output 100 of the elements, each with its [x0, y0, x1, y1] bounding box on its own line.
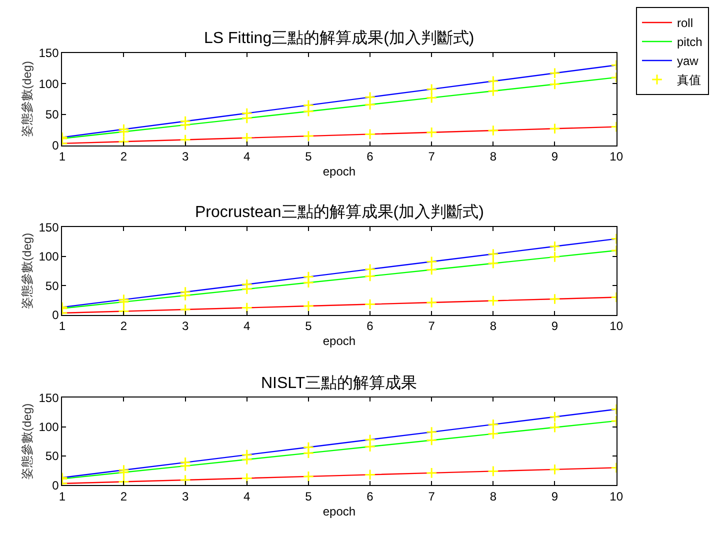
point	[364, 298, 376, 310]
chart-title: LS Fitting三點的解算成果(加入判斷式)	[204, 29, 474, 47]
x-tick-label: 4	[244, 319, 251, 334]
point	[364, 128, 376, 140]
x-tick-label: 6	[366, 150, 374, 164]
x-tick-label: 7	[428, 150, 436, 164]
point	[549, 78, 560, 90]
y-tick-label: 50	[45, 449, 60, 464]
y-axis-title: 姿態參數(deg)	[20, 403, 34, 480]
point	[118, 306, 130, 315]
point	[426, 264, 438, 276]
y-tick-label: 150	[38, 390, 60, 405]
point	[426, 296, 438, 308]
point	[426, 256, 438, 268]
x-tick-label: 6	[366, 490, 374, 504]
point	[118, 124, 130, 135]
y-axis-title: 姿態參數(deg)	[20, 61, 34, 138]
y-tick-label: 150	[38, 220, 60, 234]
x-tick-label: 2	[120, 150, 128, 164]
point	[549, 464, 560, 476]
x-tick-label: 2	[120, 490, 128, 504]
point	[426, 126, 438, 138]
point	[302, 100, 314, 111]
point	[241, 449, 253, 460]
point	[488, 248, 499, 260]
x-axis-title: epoch	[322, 504, 356, 519]
x-tick-label: 10	[610, 150, 624, 164]
y-tick-label: 0	[52, 138, 60, 153]
point	[241, 108, 253, 119]
point	[488, 295, 499, 306]
point	[488, 466, 499, 477]
point	[241, 472, 253, 484]
legend-label: pitch	[677, 35, 702, 50]
point	[426, 467, 438, 479]
point	[488, 258, 499, 269]
x-tick-label: 9	[551, 319, 558, 334]
x-tick-label: 1	[58, 150, 66, 164]
x-tick-label: 5	[305, 490, 312, 504]
point	[302, 442, 314, 453]
x-tick-label: 6	[366, 319, 374, 334]
point	[488, 418, 499, 430]
y-tick-label: 50	[45, 108, 60, 122]
x-tick-label: 5	[305, 150, 312, 164]
legend-label: 真值	[677, 73, 701, 88]
x-tick-label: 3	[182, 490, 189, 504]
point	[549, 240, 560, 252]
legend-label: yaw	[677, 54, 699, 68]
x-tick-label: 9	[551, 490, 558, 504]
legend-label: roll	[677, 16, 694, 30]
chart-title: NISLT三點的解算成果	[261, 374, 418, 392]
point	[118, 136, 130, 146]
y-tick-label: 100	[38, 250, 60, 264]
point	[180, 456, 191, 468]
x-axis-title: epoch	[322, 334, 356, 348]
point	[364, 469, 376, 480]
point	[364, 264, 376, 275]
point	[364, 434, 376, 446]
point	[549, 422, 560, 434]
point	[118, 464, 130, 476]
point	[488, 85, 499, 97]
y-tick-label: 50	[45, 278, 60, 293]
x-tick-label: 3	[182, 319, 189, 334]
y-tick-label: 0	[52, 478, 60, 492]
point	[426, 434, 438, 446]
line-series	[62, 238, 616, 308]
x-tick-label: 8	[490, 319, 497, 334]
x-axis-title: epoch	[322, 164, 356, 179]
point	[241, 302, 253, 314]
x-tick-label: 10	[610, 319, 624, 334]
point	[426, 92, 438, 104]
y-tick-label: 150	[38, 46, 60, 60]
x-tick-label: 1	[58, 319, 66, 334]
point	[118, 294, 130, 306]
x-tick-label: 10	[610, 490, 624, 504]
point	[364, 92, 376, 103]
point	[426, 84, 438, 95]
x-tick-label: 7	[428, 490, 436, 504]
point	[488, 428, 499, 440]
x-tick-label: 2	[120, 319, 128, 334]
point	[549, 411, 560, 422]
y-tick-label: 100	[38, 76, 60, 91]
y-tick-label: 0	[52, 308, 60, 322]
x-tick-label: 1	[58, 490, 66, 504]
point	[180, 286, 191, 298]
chart-title: Procrustean三點的解算成果(加入判斷式)	[195, 203, 484, 221]
x-tick-label: 4	[244, 150, 251, 164]
point	[241, 132, 253, 144]
x-tick-label: 5	[305, 319, 312, 334]
point	[549, 251, 560, 263]
x-tick-label: 7	[428, 319, 436, 334]
x-tick-label: 4	[244, 490, 251, 504]
x-tick-label: 9	[551, 150, 558, 164]
point	[302, 300, 314, 312]
point	[549, 67, 560, 79]
point	[302, 470, 314, 482]
point	[488, 124, 499, 136]
point	[426, 426, 438, 438]
point	[118, 476, 130, 486]
point	[180, 304, 191, 315]
point	[180, 134, 191, 146]
